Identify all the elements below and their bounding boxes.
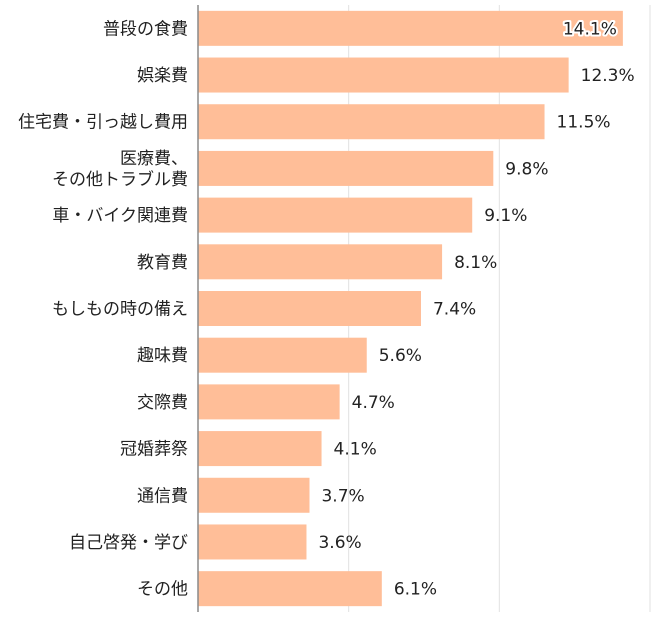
- category-label-8: 交際費: [137, 393, 188, 413]
- category-label-4: 車・バイク関連費: [52, 206, 188, 226]
- bar-11: [198, 524, 307, 560]
- category-label-0: 普段の食費: [103, 19, 188, 39]
- value-label-2: 11.5%: [557, 113, 611, 133]
- bar-8: [198, 384, 340, 420]
- value-label-7: 5.6%: [379, 346, 422, 366]
- bar-0: [198, 10, 623, 46]
- value-label-11: 3.6%: [318, 533, 361, 553]
- value-label-12: 6.1%: [394, 580, 437, 600]
- value-label-6: 7.4%: [433, 300, 476, 320]
- value-label-1: 12.3%: [581, 66, 635, 86]
- bar-1: [198, 57, 569, 93]
- category-label-12: その他: [137, 580, 188, 600]
- value-labels: 14.1% 12.3% 11.5% 9.8% 9.1% 8.1% 7.4% 5.6% 4.7% 4…: [318, 17, 635, 600]
- bar-4: [198, 197, 473, 233]
- value-label-10: 3.7%: [321, 486, 364, 506]
- value-label-9: 4.1%: [334, 440, 377, 460]
- value-label-4: 9.1%: [484, 206, 527, 226]
- value-label-3: 9.8%: [505, 159, 548, 179]
- category-label-7: 趣味費: [137, 346, 188, 366]
- category-label-11: 自己啓発・学び: [69, 533, 188, 553]
- bar-12: [198, 571, 382, 607]
- bar-5: [198, 244, 443, 280]
- category-label-6: もしもの時の備え: [52, 300, 188, 320]
- bar-3: [198, 150, 494, 186]
- category-labels: 普段の食費娯楽費住宅費・引っ越し費用医療費、その他トラブル費車・バイク関連費教育…: [18, 19, 188, 599]
- bar-10: [198, 477, 310, 513]
- category-label-10: 通信費: [137, 486, 188, 506]
- value-label-0: 14.1%: [563, 19, 617, 39]
- category-label-1: 娯楽費: [137, 66, 188, 86]
- bar-6: [198, 291, 421, 326]
- bar-9: [198, 431, 322, 467]
- category-label-3: 医療費、その他トラブル費: [52, 149, 188, 190]
- bar-7: [198, 337, 367, 373]
- value-label-8: 4.7%: [352, 393, 395, 413]
- category-label-5: 教育費: [137, 253, 188, 273]
- value-label-5: 8.1%: [454, 253, 497, 273]
- bar-2: [198, 104, 545, 140]
- category-label-2: 住宅費・引っ越し費用: [18, 113, 188, 133]
- bars: [198, 10, 623, 607]
- category-label-9: 冠婚葬祭: [120, 440, 188, 460]
